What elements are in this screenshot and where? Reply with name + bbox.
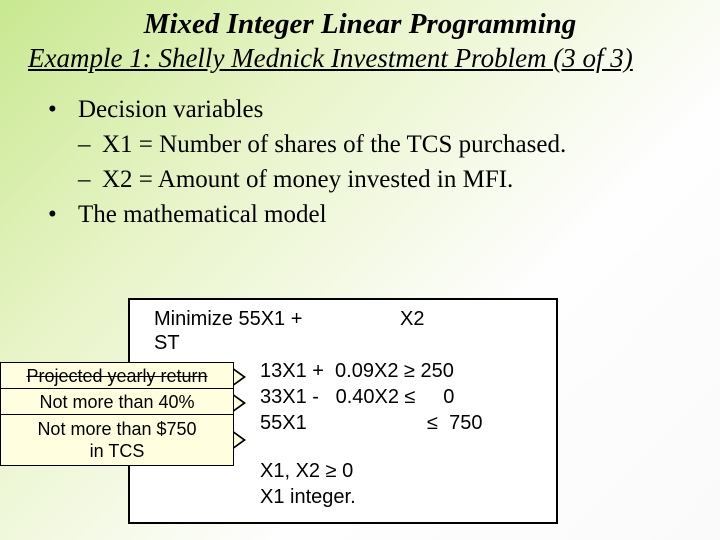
annotation-750-tcs: Not more than $750 in TCS [0,414,234,466]
dash-icon: – [78,127,102,162]
content-block: • Decision variables – X1 = Number of sh… [0,74,720,232]
bullet-text: Decision variables [78,92,263,127]
arrow-icon [232,393,246,413]
bullet-icon: • [48,197,78,232]
page-title: Mixed Integer Linear Programming [0,0,720,41]
dash-icon: – [78,162,102,197]
annotation-line2: in TCS [90,441,145,461]
arrow-icon [232,430,246,450]
model-objective: Minimize 55X1 + [154,308,302,331]
list-item: – X1 = Number of shares of the TCS purch… [48,127,720,162]
annotation-line1: Not more than $750 [37,419,196,439]
model-constraint-3a: 55X1 [260,412,307,435]
page-subtitle: Example 1: Shelly Mednick Investment Pro… [0,43,720,74]
list-item: – X2 = Amount of money invested in MFI. [48,162,720,197]
arrow-icon [232,367,246,387]
model-constraint-1: 13X1 + 0.09X2 ≥ 250 [260,360,454,383]
model-objective-x2: X2 [400,308,424,331]
model-integer: X1 integer. [260,486,356,509]
bullet-icon: • [48,92,78,127]
bullet-text: X2 = Amount of money invested in MFI. [102,162,513,197]
bullet-text: The mathematical model [78,197,327,232]
model-constraint-2: 33X1 - 0.40X2 ≤ 0 [260,386,454,409]
bullet-text: X1 = Number of shares of the TCS purchas… [102,127,566,162]
list-item: • The mathematical model [48,197,720,232]
model-st: ST [154,332,180,355]
list-item: • Decision variables [48,92,720,127]
model-nonneg: X1, X2 ≥ 0 [260,460,353,483]
model-constraint-3b: ≤ 750 [427,412,482,435]
